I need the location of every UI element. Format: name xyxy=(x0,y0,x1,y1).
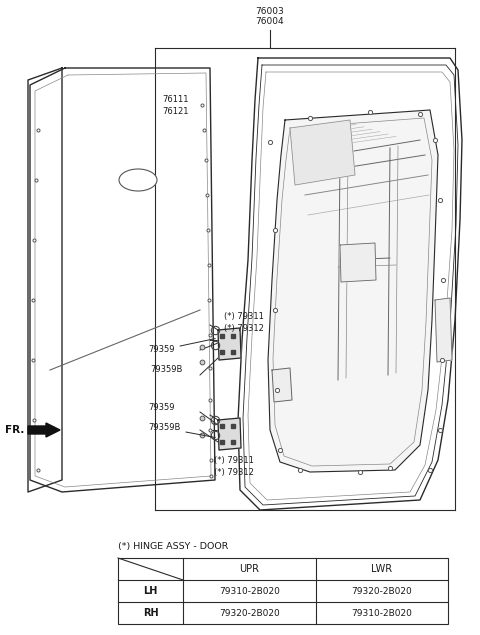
Ellipse shape xyxy=(119,169,157,191)
Text: LWR: LWR xyxy=(372,564,393,574)
Text: UPR: UPR xyxy=(240,564,260,574)
Polygon shape xyxy=(272,368,292,402)
Polygon shape xyxy=(218,418,241,450)
Text: 79310-2B020: 79310-2B020 xyxy=(351,608,412,617)
Text: 79359: 79359 xyxy=(148,403,175,413)
Text: 76003: 76003 xyxy=(256,8,284,17)
Text: FR.: FR. xyxy=(5,425,24,435)
Text: (*) 79311: (*) 79311 xyxy=(214,455,254,464)
Polygon shape xyxy=(28,68,62,492)
Text: 76121: 76121 xyxy=(162,107,189,116)
Polygon shape xyxy=(290,120,355,185)
Text: 79359B: 79359B xyxy=(150,366,182,375)
Polygon shape xyxy=(340,243,376,282)
Text: (*) 79312: (*) 79312 xyxy=(214,467,254,476)
Text: (*) 79312: (*) 79312 xyxy=(224,323,264,333)
Text: LH: LH xyxy=(144,586,158,596)
Text: 79320-2B020: 79320-2B020 xyxy=(352,587,412,596)
Polygon shape xyxy=(268,110,438,472)
FancyArrow shape xyxy=(28,423,60,437)
Text: 76111: 76111 xyxy=(162,95,189,105)
Text: 79320-2B020: 79320-2B020 xyxy=(219,608,280,617)
Text: 79359: 79359 xyxy=(148,338,216,354)
Polygon shape xyxy=(238,58,462,510)
Text: (*) HINGE ASSY - DOOR: (*) HINGE ASSY - DOOR xyxy=(118,542,228,551)
Text: 76004: 76004 xyxy=(256,18,284,27)
Polygon shape xyxy=(30,68,215,492)
Bar xyxy=(118,558,448,624)
Polygon shape xyxy=(218,328,241,360)
Text: 79310-2B020: 79310-2B020 xyxy=(219,587,280,596)
Polygon shape xyxy=(435,298,452,362)
Text: RH: RH xyxy=(143,608,158,618)
Text: 79359B: 79359B xyxy=(148,424,215,438)
Text: (*) 79311: (*) 79311 xyxy=(224,312,264,321)
